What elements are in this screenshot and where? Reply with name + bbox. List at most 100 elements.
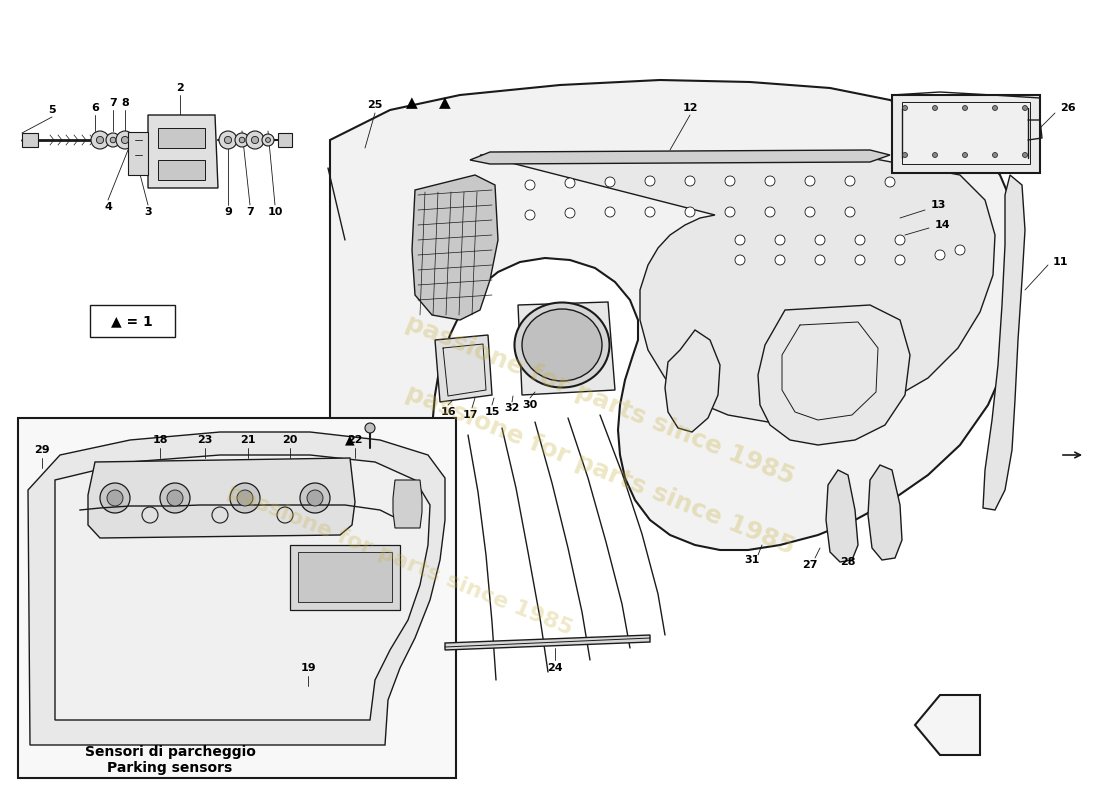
Circle shape: [236, 490, 253, 506]
Text: 30: 30: [522, 400, 538, 410]
Circle shape: [262, 134, 274, 146]
Circle shape: [160, 483, 190, 513]
Circle shape: [100, 483, 130, 513]
Circle shape: [962, 153, 968, 158]
Circle shape: [239, 138, 245, 142]
Text: 10: 10: [267, 207, 283, 217]
Circle shape: [235, 133, 249, 147]
Polygon shape: [480, 155, 996, 422]
Circle shape: [219, 131, 236, 149]
Circle shape: [110, 138, 115, 142]
Bar: [18, 418, 456, 778]
Circle shape: [776, 255, 785, 265]
Polygon shape: [158, 160, 205, 180]
Polygon shape: [666, 330, 720, 432]
Polygon shape: [983, 175, 1025, 510]
Circle shape: [91, 131, 109, 149]
Text: ▲ = 1: ▲ = 1: [111, 314, 153, 328]
Text: 32: 32: [504, 403, 519, 413]
Text: passione for parts since 1985: passione for parts since 1985: [224, 482, 575, 638]
Circle shape: [776, 235, 785, 245]
Bar: [290, 545, 400, 610]
Circle shape: [525, 180, 535, 190]
Text: 11: 11: [1053, 257, 1068, 267]
Circle shape: [1023, 153, 1027, 158]
Circle shape: [246, 131, 264, 149]
Text: 14: 14: [934, 220, 949, 230]
Polygon shape: [278, 133, 292, 147]
Circle shape: [962, 106, 968, 110]
Bar: [902, 102, 1030, 164]
Circle shape: [933, 153, 937, 158]
Text: 31: 31: [745, 555, 760, 565]
Circle shape: [992, 106, 998, 110]
Polygon shape: [915, 695, 980, 755]
Text: 23: 23: [197, 435, 212, 445]
Bar: [298, 552, 392, 602]
Text: 4: 4: [104, 202, 112, 212]
Circle shape: [685, 176, 695, 186]
Text: 6: 6: [91, 103, 99, 113]
Text: 3: 3: [144, 207, 152, 217]
Circle shape: [764, 207, 776, 217]
Text: passione for parts since 1985: passione for parts since 1985: [402, 381, 798, 559]
Text: 28: 28: [840, 557, 856, 567]
Text: 9: 9: [224, 207, 232, 217]
Circle shape: [935, 250, 945, 260]
Circle shape: [902, 153, 908, 158]
Circle shape: [815, 255, 825, 265]
Polygon shape: [330, 80, 1020, 578]
Circle shape: [902, 106, 908, 110]
Circle shape: [764, 176, 776, 186]
Text: 13: 13: [931, 200, 946, 210]
Polygon shape: [826, 470, 858, 562]
Text: 7: 7: [246, 207, 254, 217]
Circle shape: [955, 245, 965, 255]
Text: 12: 12: [682, 103, 697, 113]
Text: 24: 24: [547, 663, 563, 673]
Text: 18: 18: [152, 435, 167, 445]
Polygon shape: [55, 455, 430, 720]
Circle shape: [992, 153, 998, 158]
Bar: [892, 95, 1040, 173]
Circle shape: [645, 207, 654, 217]
Circle shape: [895, 255, 905, 265]
Circle shape: [725, 207, 735, 217]
Circle shape: [855, 235, 865, 245]
Circle shape: [725, 176, 735, 186]
Text: 29: 29: [34, 445, 50, 455]
Circle shape: [300, 483, 330, 513]
Circle shape: [735, 235, 745, 245]
Text: passione for parts since 1985: passione for parts since 1985: [402, 310, 798, 490]
Circle shape: [230, 483, 260, 513]
Circle shape: [886, 177, 895, 187]
Circle shape: [645, 176, 654, 186]
Circle shape: [605, 177, 615, 187]
Text: 19: 19: [300, 663, 316, 673]
Polygon shape: [28, 432, 446, 745]
Polygon shape: [128, 132, 148, 175]
Circle shape: [525, 210, 535, 220]
Text: 15: 15: [484, 407, 499, 417]
Polygon shape: [868, 465, 902, 560]
Circle shape: [735, 255, 745, 265]
Circle shape: [815, 235, 825, 245]
Circle shape: [685, 207, 695, 217]
Circle shape: [167, 490, 183, 506]
Circle shape: [565, 208, 575, 218]
Polygon shape: [434, 335, 492, 402]
Polygon shape: [518, 302, 615, 395]
Circle shape: [107, 490, 123, 506]
Circle shape: [845, 207, 855, 217]
Circle shape: [106, 133, 120, 147]
Polygon shape: [470, 150, 890, 164]
Text: ▲: ▲: [345, 434, 355, 446]
Circle shape: [805, 176, 815, 186]
Circle shape: [805, 207, 815, 217]
Circle shape: [605, 207, 615, 217]
Ellipse shape: [515, 302, 609, 387]
Bar: [90, 305, 175, 337]
Text: 2: 2: [176, 83, 184, 93]
Ellipse shape: [522, 309, 602, 381]
Circle shape: [307, 490, 323, 506]
